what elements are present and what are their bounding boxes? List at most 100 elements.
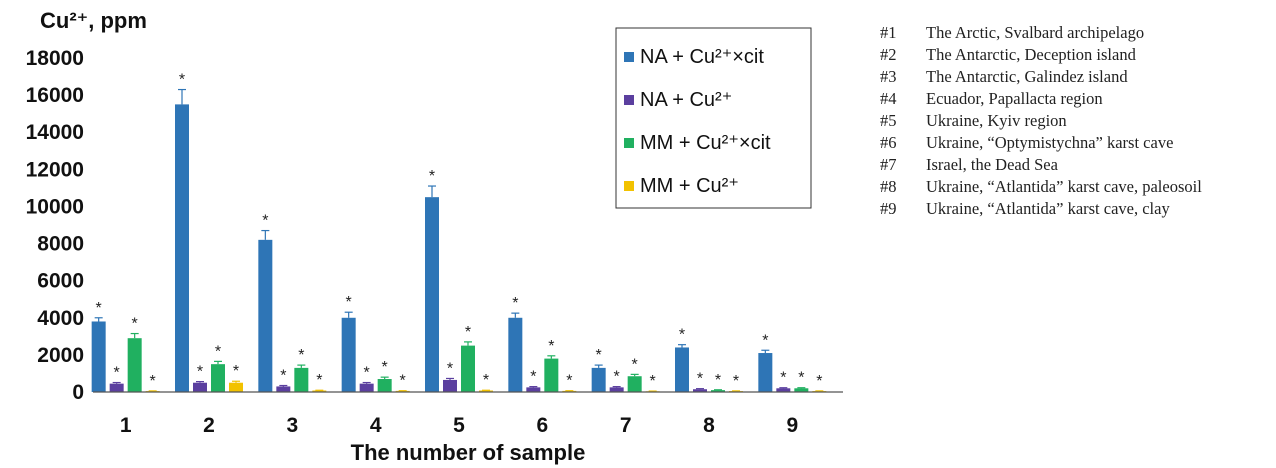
significance-marker: * [114,365,120,382]
site-name: Ukraine, Kyiv region [926,111,1067,130]
significance-marker: * [179,72,185,89]
significance-marker: * [733,373,739,390]
site-item: #6 Ukraine, “Optymistychna” karst cave [880,132,1270,154]
legend-swatch [624,181,634,191]
bar [508,317,523,392]
significance-marker: * [614,369,620,386]
site-name: The Arctic, Svalbard archipelago [926,23,1145,42]
legend-label: MM + Cu²⁺ [640,175,739,197]
x-tick-label: 4 [370,414,382,437]
legend-swatch [624,95,634,105]
bar [443,379,457,392]
bar [91,321,106,392]
significance-marker: * [197,364,203,381]
site-item: #4 Ecuador, Papallacta region [880,88,1270,110]
significance-marker: * [233,363,239,380]
y-tick-label: 0 [72,381,84,404]
legend-label: MM + Cu²⁺×cit [640,132,771,154]
legend: NA + Cu²⁺×cit NA + Cu²⁺ MM + Cu²⁺×cit MM + … [615,27,812,209]
significance-marker: * [512,295,518,312]
y-tick-label: 18000 [26,47,84,70]
y-tick-label: 4000 [37,307,84,330]
significance-marker: * [798,370,804,387]
site-name: Ukraine, “Optymistychna” karst cave [926,133,1174,152]
x-tick-label: 8 [703,414,715,437]
site-number: #5 [880,111,897,130]
x-tick-label: 2 [203,414,215,437]
site-number: #1 [880,23,897,42]
site-name: Ukraine, “Atlantida” karst cave, clay [926,199,1170,218]
bar [711,390,725,392]
site-item: #5 Ukraine, Kyiv region [880,110,1270,132]
legend-label: NA + Cu²⁺ [640,89,732,111]
x-tick-label: 7 [620,414,632,437]
x-tick-label: 9 [786,414,798,437]
bar [776,388,791,392]
x-axis-title: The number of sample [351,440,586,465]
significance-marker: * [429,168,435,185]
significance-marker: * [316,372,322,389]
bar [294,367,309,392]
significance-marker: * [280,368,286,385]
site-item: #3 The Antarctic, Galindez island [880,66,1270,88]
x-tick-label: 6 [536,414,548,437]
site-name: Ukraine, “Atlantida” karst cave, paleoso… [926,177,1202,196]
site-number: #6 [880,133,897,152]
bar [591,367,606,392]
bar [425,197,439,392]
significance-marker: * [132,316,138,333]
site-number: #7 [880,155,897,174]
legend-box [615,27,812,209]
significance-marker: * [762,332,768,349]
site-number: #8 [880,177,897,196]
bar [377,379,392,392]
significance-marker: * [780,370,786,387]
x-axis-ticks: 1 2 3 4 5 6 7 8 9 [120,414,798,437]
significance-marker: * [400,373,406,390]
bars: * * * * * * * * * * * * * * * * * * * * * * * * * * * * * * * * * * * * [91,72,827,392]
significance-marker: * [697,371,703,388]
x-tick-label: 1 [120,414,132,437]
significance-marker: * [150,373,156,390]
legend-label: NA + Cu²⁺×cit [640,46,764,68]
y-tick-label: 12000 [26,158,84,181]
y-tick-label: 2000 [37,344,84,367]
significance-marker: * [215,343,221,360]
bar [479,390,493,392]
bar [693,389,707,392]
site-number: #4 [880,89,897,108]
site-item: #2 The Antarctic, Deception island [880,44,1270,66]
significance-marker: * [650,373,656,390]
bar [109,383,124,392]
bar [127,338,142,392]
significance-marker: * [816,373,822,390]
x-tick-label: 5 [453,414,465,437]
significance-marker: * [382,359,388,376]
bar [609,387,624,392]
significance-marker: * [483,372,489,389]
bar [341,317,356,392]
bar [794,388,809,392]
bar [758,353,773,392]
sample-site-list: #1 The Arctic, Svalbard archipelago #2 The … [880,22,1270,220]
y-tick-label: 14000 [26,121,84,144]
bar [544,358,559,392]
y-axis-ticks: 0 2000 4000 6000 8000 10000 12000 14000 16000 180… [26,47,84,404]
site-name: The Antarctic, Deception island [926,45,1136,64]
significance-marker: * [298,347,304,364]
bar [675,347,689,392]
y-tick-label: 8000 [37,233,84,256]
bar [193,382,207,392]
site-item: #7 Israel, the Dead Sea [880,154,1270,176]
site-number: #2 [880,45,897,64]
significance-marker: * [465,324,471,341]
y-tick-label: 10000 [26,195,84,218]
significance-marker: * [632,356,638,373]
significance-marker: * [364,365,370,382]
bar [526,387,541,392]
y-tick-label: 16000 [26,84,84,107]
site-number: #3 [880,67,897,86]
site-name: Israel, the Dead Sea [926,155,1058,174]
bar [211,364,225,392]
legend-swatch [624,138,634,148]
